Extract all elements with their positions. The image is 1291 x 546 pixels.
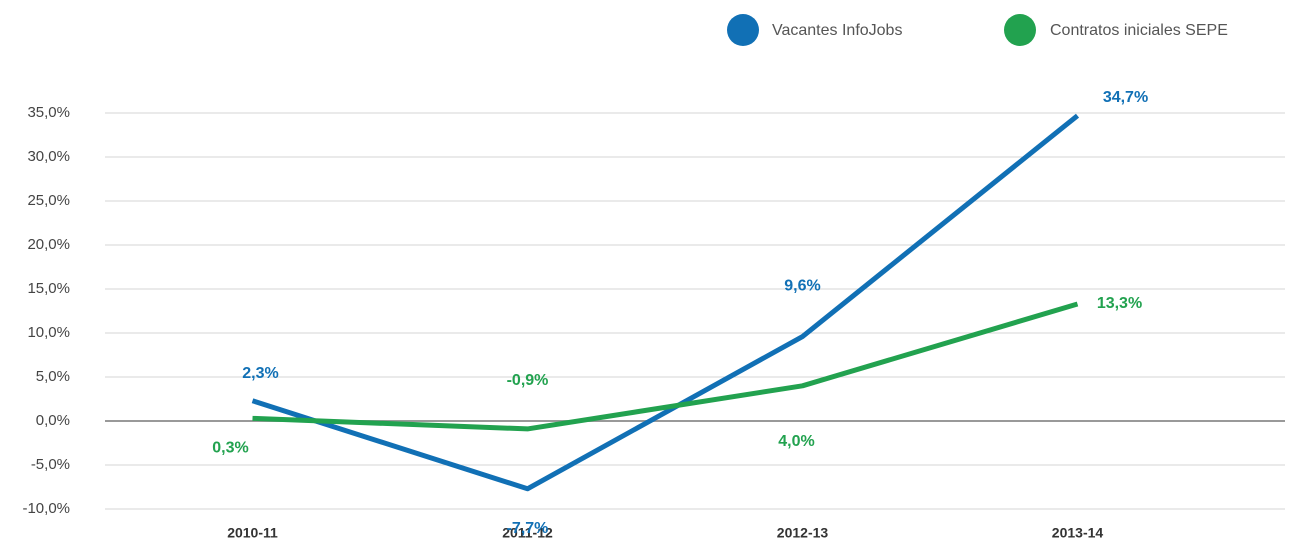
x-tick-label: 2010-11 [227, 525, 278, 541]
data-label: 2,3% [242, 365, 278, 382]
data-label: 13,3% [1097, 295, 1142, 312]
y-tick-label: -10,0% [22, 500, 70, 517]
y-tick-label: 5,0% [36, 368, 70, 385]
legend-label: Vacantes InfoJobs [772, 22, 902, 39]
data-label: -7,7% [507, 520, 549, 537]
y-tick-label: 15,0% [27, 280, 70, 297]
data-label: 0,3% [212, 440, 248, 457]
y-tick-label: -5,0% [31, 456, 70, 473]
data-label: 9,6% [784, 278, 820, 295]
y-tick-label: 0,0% [36, 412, 70, 429]
legend-marker [727, 14, 759, 46]
y-tick-label: 20,0% [27, 236, 70, 253]
data-label: 34,7% [1103, 89, 1148, 106]
line [252, 301, 1079, 432]
x-tick-label: 2012-13 [777, 525, 829, 541]
legend-label: Contratos iniciales SEPE [1050, 22, 1228, 39]
x-tick-label: 2013-14 [1052, 525, 1104, 541]
y-tick-label: 35,0% [27, 104, 70, 121]
y-tick-label: 10,0% [27, 324, 70, 341]
data-label: 4,0% [778, 433, 814, 450]
data-label: -0,9% [507, 372, 549, 389]
x-tick-label: 2011-12 [502, 525, 553, 541]
y-tick-label: 25,0% [27, 192, 70, 209]
y-tick-label: 30,0% [27, 148, 70, 165]
legend-marker [1004, 14, 1036, 46]
line [251, 113, 1080, 492]
